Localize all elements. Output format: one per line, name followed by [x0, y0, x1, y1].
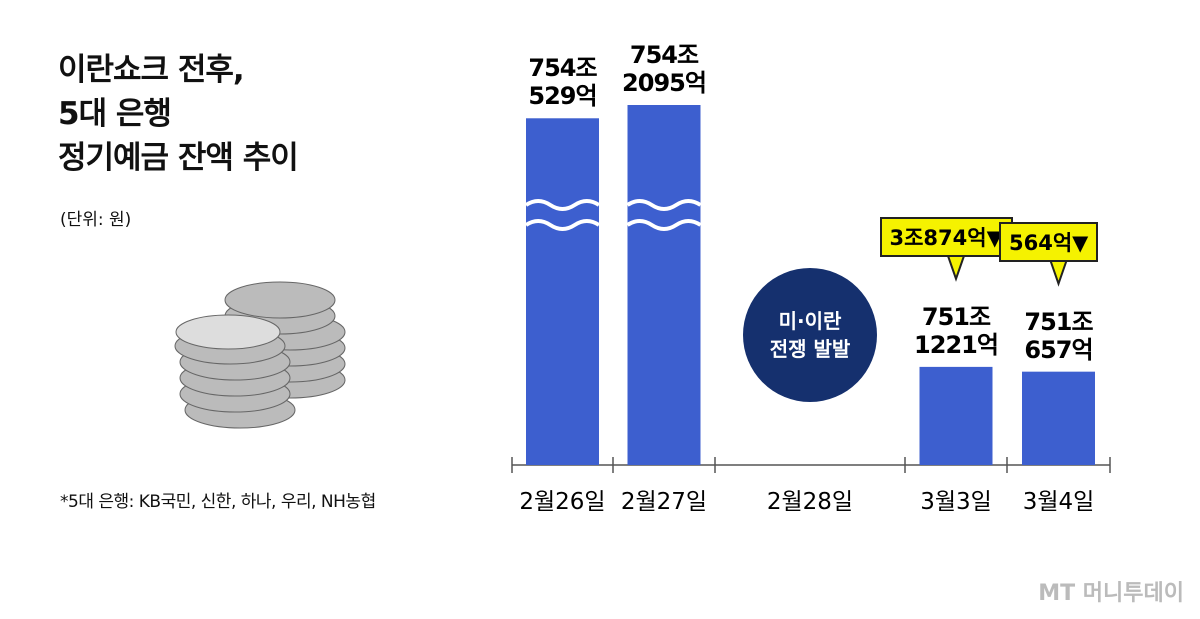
bar	[526, 118, 599, 465]
callout-tail	[947, 255, 965, 282]
annotation-callout: 564억▼	[999, 221, 1099, 262]
chart-title: 이란쇼크 전후, 5대 은행 정기예금 잔액 추이	[58, 52, 299, 176]
axis-break	[626, 219, 702, 231]
axis-break	[626, 199, 702, 211]
axis-break	[524, 199, 601, 211]
annotation-callout: 3조874억▼	[879, 216, 1013, 257]
bar	[627, 105, 701, 465]
source: MT 머니투데이	[1038, 581, 1184, 606]
x-tick-label: 2월26일	[519, 489, 606, 515]
value-label: 751조 1221억	[914, 302, 999, 359]
x-tick-label: 2월27일	[620, 489, 708, 515]
x-tick-label: 2월28일	[766, 489, 854, 515]
annotation-circle: 미·이란 전쟁 발발	[743, 268, 877, 402]
bar	[919, 366, 993, 465]
callout-tail	[1049, 260, 1068, 287]
footnote: *5대 은행: KB국민, 신한, 하나, 우리, NH농협	[60, 492, 376, 512]
value-label: 754조 2095억	[622, 41, 707, 97]
coins	[174, 281, 346, 429]
subtitle: (단위: 원)	[60, 210, 132, 230]
x-tick-label: 3월4일	[1022, 489, 1095, 515]
bar	[1022, 371, 1095, 465]
value-label: 751조 657억	[1024, 307, 1093, 364]
value-label: 754조 529억	[528, 54, 597, 111]
x-tick-label: 3월3일	[920, 489, 992, 515]
axis-break	[524, 219, 601, 231]
